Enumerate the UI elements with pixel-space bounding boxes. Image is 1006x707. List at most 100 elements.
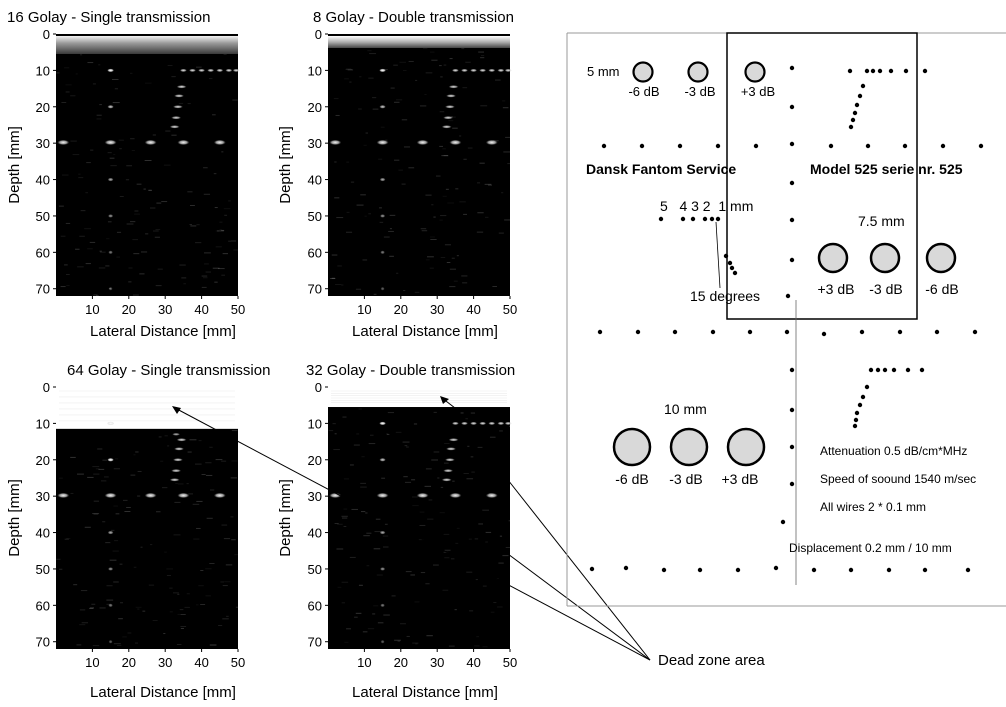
wire-target	[785, 293, 791, 299]
wire-target	[789, 367, 795, 373]
wire-target	[852, 423, 858, 429]
cyst-5mm	[632, 61, 654, 83]
cyst-10mm	[726, 427, 766, 467]
wire-target	[589, 566, 595, 572]
wire-target	[732, 270, 738, 276]
wire-target	[747, 329, 753, 335]
wire-target	[865, 143, 871, 149]
wire-echo	[461, 68, 468, 72]
wire-target	[601, 143, 607, 149]
wire-target	[597, 329, 603, 335]
wire-echo	[177, 139, 190, 146]
degrees-label: 15 degrees	[690, 288, 760, 304]
wire-echo	[444, 105, 455, 109]
speckle-texture	[328, 387, 514, 648]
wire-target	[735, 567, 741, 573]
x-axis-label: Lateral Distance [mm]	[352, 684, 498, 701]
wire-echo	[213, 492, 226, 499]
wire-target	[903, 68, 909, 74]
panel-16-golay-single: 16 Golay - Single transmission 0 10 20 30 40…	[6, 9, 245, 340]
leader-line	[507, 479, 651, 661]
y-tick-label: 20	[36, 100, 50, 115]
wire-echo	[108, 214, 114, 218]
wire-echo	[379, 68, 386, 72]
wire-echo	[497, 421, 505, 425]
panel-64-golay-single: 64 Golay - Single transmission 0 10 20 30 40…	[6, 362, 270, 701]
wire-echo	[416, 139, 429, 146]
wire-echo	[144, 492, 157, 499]
wire-echo	[461, 421, 468, 425]
wire-echo	[379, 177, 386, 182]
wire-echo	[497, 68, 505, 72]
wire-echo	[443, 116, 454, 120]
wire-echo	[172, 458, 183, 462]
cyst-7-5mm	[925, 242, 957, 274]
y-axis-ticks: 0 10 20 30 40 50 60 70	[308, 27, 328, 297]
wire-target	[922, 68, 928, 74]
x-tick-label: 20	[394, 655, 408, 670]
cyst-label: +3 dB	[818, 281, 855, 297]
cyst-10mm	[612, 427, 652, 467]
wire-echo	[485, 139, 498, 146]
wire-echo	[380, 639, 385, 644]
wire-target	[859, 329, 865, 335]
x-axis-label: Lateral Distance [mm]	[352, 323, 498, 340]
wire-echo	[107, 177, 114, 182]
wire-target	[697, 567, 703, 573]
leader-line	[174, 407, 651, 661]
y-axis-ticks: 0 10 20 30 40 50 60 70	[308, 380, 328, 650]
y-tick-label: 50	[308, 209, 322, 224]
wire-target	[857, 402, 863, 408]
panel-title: 8 Golay - Double transmission	[313, 9, 514, 26]
wire-target	[789, 65, 795, 71]
wire-echo	[169, 478, 180, 482]
wire-target	[848, 124, 854, 130]
wire-echo	[176, 85, 187, 89]
label-5mm: 5 mm	[587, 64, 620, 79]
y-tick-label: 0	[43, 380, 50, 395]
wire-echo	[144, 139, 157, 146]
dead-zone	[56, 387, 238, 429]
ultrasound-image	[56, 34, 238, 296]
arrow-head-icon	[440, 396, 449, 404]
wire-echo	[376, 139, 389, 146]
wire-echo	[232, 68, 240, 72]
wire-echo	[107, 421, 115, 426]
y-axis-label: Depth [mm]	[277, 126, 294, 204]
wire-target	[773, 565, 779, 571]
x-tick-label: 30	[430, 302, 444, 317]
wire-echo	[380, 250, 385, 255]
wire-spacing-label: 5 4 3 2 1 mm	[660, 198, 753, 214]
wire-echo	[448, 85, 459, 89]
wire-target	[789, 217, 795, 223]
y-axis-label: Depth [mm]	[6, 126, 23, 204]
wire-echo	[380, 567, 386, 571]
wire-target	[854, 410, 860, 416]
wire-echo	[451, 68, 459, 72]
wire-echo	[179, 68, 187, 72]
panel-title: 64 Golay - Single transmission	[67, 362, 270, 379]
wire-target	[902, 143, 908, 149]
wire-target	[715, 216, 721, 222]
wire-target	[729, 265, 735, 271]
cyst-5mm	[744, 61, 766, 83]
wire-echo	[446, 94, 457, 98]
wire-echo	[177, 492, 190, 499]
x-axis-ticks: 10 20 30 40 50	[85, 296, 245, 317]
x-axis-ticks: 10 20 30 40 50	[85, 649, 245, 670]
phantom-diagram: 5 mm -6 dB -3 dB +3 dB Dansk Fantom Serv…	[566, 32, 1006, 607]
wire-target	[888, 68, 894, 74]
wire-target	[690, 216, 696, 222]
panel-32-golay-double: 32 Golay - Double transmission 0 10 20 30 40…	[277, 362, 517, 701]
wire-echo	[441, 125, 452, 129]
wire-target	[860, 394, 866, 400]
wire-echo	[379, 530, 386, 535]
wire-echo	[441, 478, 452, 482]
manufacturer-label: Dansk Fantom Service	[586, 161, 736, 177]
speckle-texture	[328, 36, 513, 295]
model-label: Model 525 serie nr. 525	[810, 161, 963, 177]
wire-echo	[479, 421, 487, 425]
wire-echo	[107, 104, 114, 109]
panel-8-golay-double: 8 Golay - Double transmission 0 10 20 30 40 5…	[277, 9, 517, 340]
wire-target	[710, 329, 716, 335]
